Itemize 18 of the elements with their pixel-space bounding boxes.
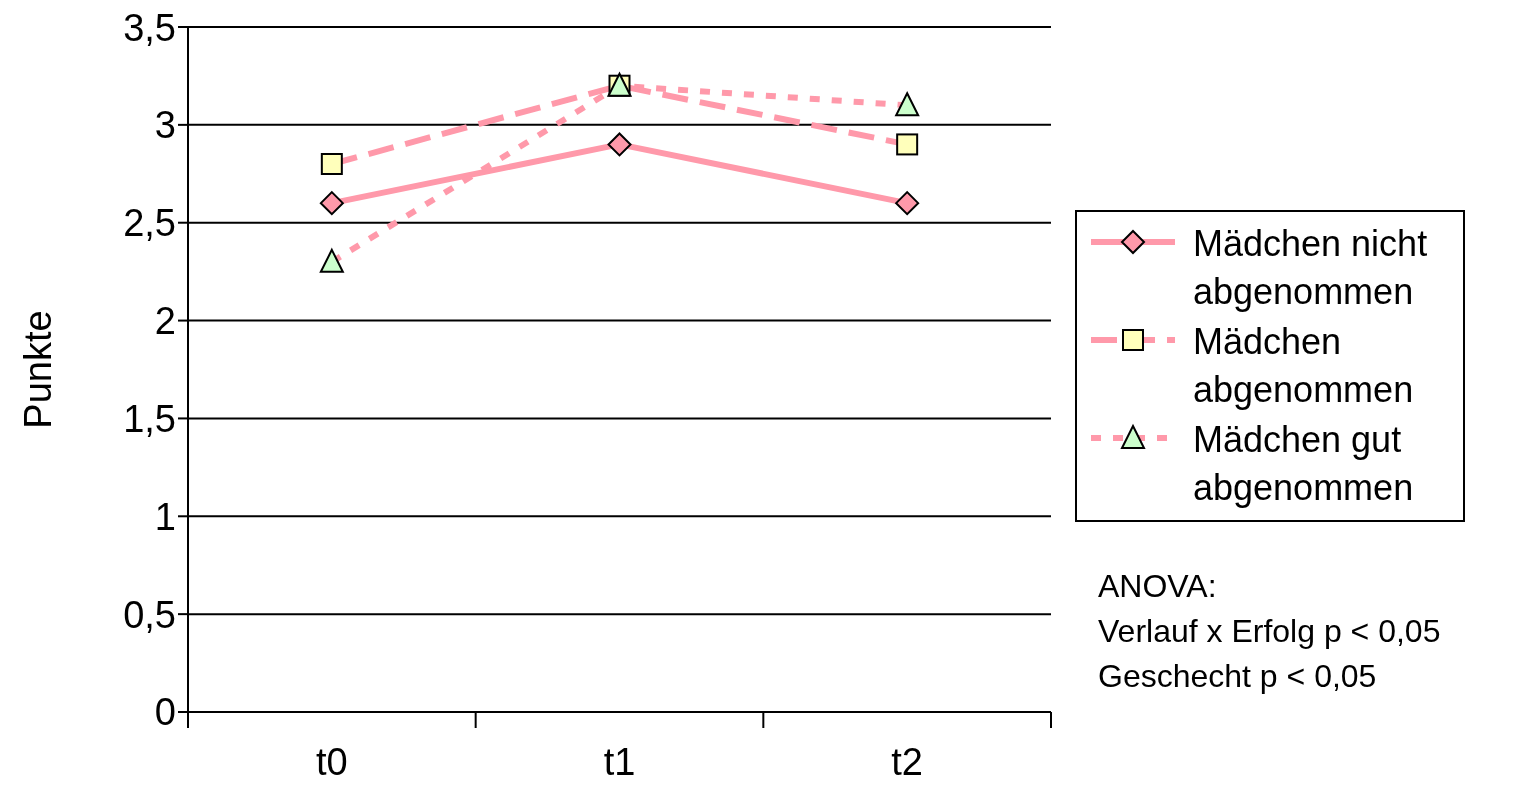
y-tick-label: 1,5 — [123, 397, 176, 440]
y-tick-label: 2 — [154, 300, 176, 343]
x-tick-label: t1 — [603, 741, 636, 783]
y-axis-title: Punkte — [17, 310, 60, 429]
y-tick-label: 1 — [154, 495, 176, 538]
text: ANOVA: — [1098, 567, 1218, 606]
legend-label: Mädchen gut abgenommen — [1193, 418, 1415, 510]
legend-label: Mädchen abgenommen — [1193, 320, 1415, 412]
y-tick-label: 2,5 — [123, 202, 176, 245]
text: Verlauf x Erfolg p < 0,05 — [1098, 612, 1441, 651]
y-tick-label: 0 — [154, 691, 176, 734]
x-tick-label: t0 — [315, 741, 348, 783]
y-tick-label: 0,5 — [123, 593, 176, 636]
legend-label: Mädchen nicht abgenommen — [1193, 222, 1429, 314]
text: Geschecht p < 0,05 — [1098, 657, 1378, 696]
x-tick-label: t2 — [891, 741, 924, 783]
y-tick-label: 3,5 — [123, 6, 176, 49]
y-tick-label: 3 — [154, 104, 176, 147]
